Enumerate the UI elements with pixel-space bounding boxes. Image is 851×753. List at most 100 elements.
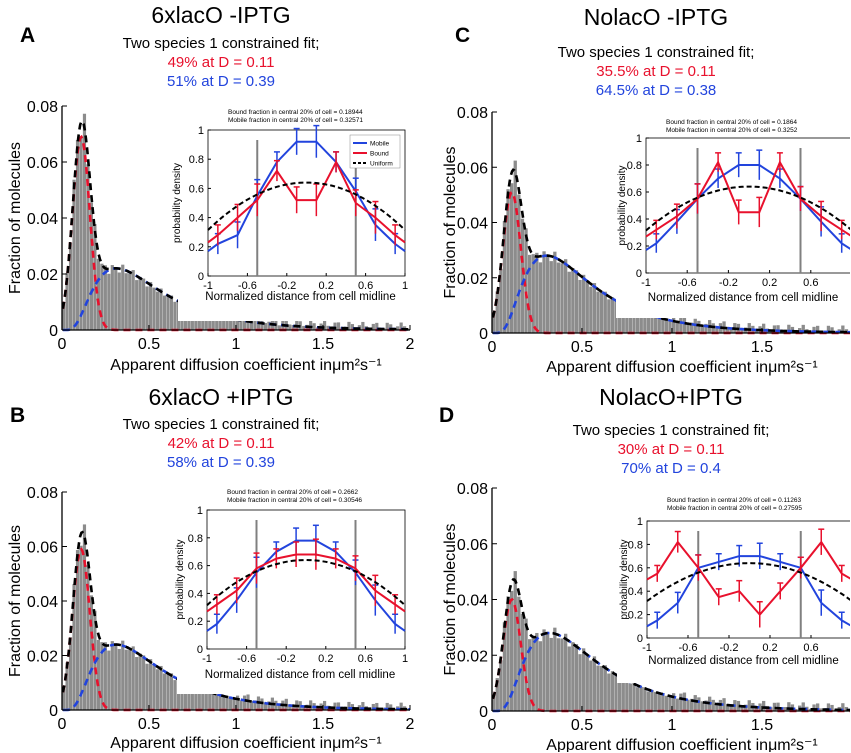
- histogram-bar: [201, 312, 205, 330]
- mobile-fraction-label: 64.5% at D = 0.38: [595, 82, 717, 99]
- histogram-bar: [79, 136, 83, 330]
- inset-x-tick-label: 0.6: [803, 277, 818, 289]
- y-axis-label: Fraction of molecules: [7, 142, 24, 294]
- histogram-bar: [686, 323, 690, 333]
- histogram-bar: [194, 688, 198, 710]
- x-tick-label: 0: [58, 716, 67, 733]
- histogram-bar: [682, 692, 687, 711]
- x-axis-label: Apparent diffusion coefficient inμm²s⁻¹: [110, 357, 381, 374]
- histogram-bar: [82, 113, 87, 330]
- histogram-bar: [180, 680, 184, 710]
- histogram-bar: [682, 316, 687, 333]
- histogram-bar: [135, 280, 139, 330]
- inset-x-tick-label: 0.2: [762, 277, 777, 289]
- panel-letter: A: [20, 24, 36, 47]
- x-tick-label: 1: [232, 336, 241, 353]
- histogram-bar: [114, 644, 118, 710]
- histogram-bar: [675, 322, 679, 333]
- histogram-bar: [215, 314, 219, 330]
- histogram-bar: [762, 700, 766, 711]
- histogram-bar: [729, 327, 733, 333]
- inset-mobile-line: [206, 539, 406, 632]
- histogram-bar: [239, 320, 243, 330]
- y-tick-label: 0.08: [27, 485, 58, 502]
- inset-note-mobile: Mobile fraction in central 20% of cell =…: [667, 505, 802, 512]
- fit-subtitle: Two species 1 constrained fit;: [557, 44, 755, 61]
- inset-y-tick-label: 0.4: [189, 213, 204, 225]
- panel-letter: C: [455, 24, 471, 47]
- histogram-bar: [538, 262, 543, 333]
- histogram-bar: [72, 584, 76, 710]
- histogram-bar: [762, 323, 766, 333]
- histogram-bar: [291, 324, 295, 330]
- inset-frame: [207, 129, 406, 277]
- histogram-bar: [236, 695, 240, 710]
- histogram-bar: [121, 264, 125, 330]
- inset-x-tick-label: -0.2: [719, 277, 738, 289]
- histogram-bar: [225, 316, 229, 330]
- x-tick-label: 1.5: [312, 336, 334, 353]
- histogram-bar: [740, 705, 744, 711]
- histogram-bar: [75, 140, 80, 330]
- histogram-bar: [715, 327, 719, 333]
- histogram-bar: [564, 633, 568, 711]
- x-tick-label: 2: [406, 336, 415, 353]
- histogram-bar: [225, 695, 229, 710]
- histogram-bar: [149, 282, 153, 330]
- histogram-bar: [592, 656, 597, 711]
- histogram-bar: [260, 698, 264, 710]
- histogram-bar: [263, 322, 268, 330]
- histogram-bar: [520, 218, 525, 333]
- y-tick-label: 0.04: [27, 211, 58, 228]
- histogram-bar: [155, 291, 160, 330]
- histogram-bar: [758, 703, 762, 711]
- histogram-bar: [628, 683, 633, 711]
- histogram-bar: [385, 702, 389, 710]
- inset-x-tick-label: -0.6: [237, 653, 256, 665]
- inset-uniform-line: [206, 558, 406, 606]
- inset-bound-line: [645, 160, 850, 238]
- x-tick-label: 0.5: [571, 339, 593, 356]
- histogram-bar: [347, 701, 351, 710]
- histogram-bar: [754, 330, 759, 333]
- y-tick-label: 0.06: [27, 155, 58, 172]
- histogram-bar: [787, 324, 791, 333]
- histogram-bar: [686, 699, 690, 711]
- inset-frame: [206, 509, 406, 650]
- histogram-bar: [783, 707, 787, 711]
- histogram-bar: [639, 686, 643, 711]
- histogram-bar: [571, 268, 575, 333]
- histogram-bar: [96, 639, 100, 710]
- histogram-bar: [316, 707, 320, 710]
- histogram-bar: [531, 636, 535, 711]
- histogram-bar: [636, 687, 640, 711]
- bound-fraction-label: 42% at D = 0.11: [167, 435, 275, 452]
- histogram-bar: [149, 659, 153, 710]
- x-axis-label: Apparent diffusion coefficient inμm²s⁻¹: [546, 359, 817, 376]
- histogram-bar: [103, 642, 107, 710]
- histogram-bar: [621, 676, 625, 711]
- panel-title: 6xlacO -IPTG: [151, 2, 291, 28]
- histogram-bar: [524, 228, 528, 333]
- histogram-bar: [298, 701, 302, 710]
- histogram-bar: [553, 627, 557, 711]
- histogram-bar: [208, 691, 212, 710]
- histogram-bar: [197, 687, 201, 710]
- y-tick-label: 0: [49, 323, 58, 340]
- panel-c: C NolacO -IPTG Two species 1 constrained…: [425, 0, 850, 376]
- histogram-bar: [204, 312, 208, 330]
- histogram-bar: [603, 291, 607, 333]
- histogram-bar: [131, 646, 135, 710]
- histogram-bar: [542, 251, 546, 333]
- histogram-bar: [672, 317, 676, 333]
- inset-background: [616, 113, 850, 318]
- inset-bound-line: [646, 540, 850, 617]
- histogram-bar: [169, 295, 174, 330]
- histogram-bar: [124, 649, 128, 710]
- x-tick-label: 1.5: [751, 339, 773, 356]
- y-tick-label: 0.02: [27, 267, 58, 284]
- bound-fraction-label: 49% at D = 0.11: [167, 54, 275, 71]
- y-tick-label: 0.04: [457, 216, 488, 233]
- histogram-bar: [357, 705, 361, 710]
- histogram-bar: [138, 653, 142, 710]
